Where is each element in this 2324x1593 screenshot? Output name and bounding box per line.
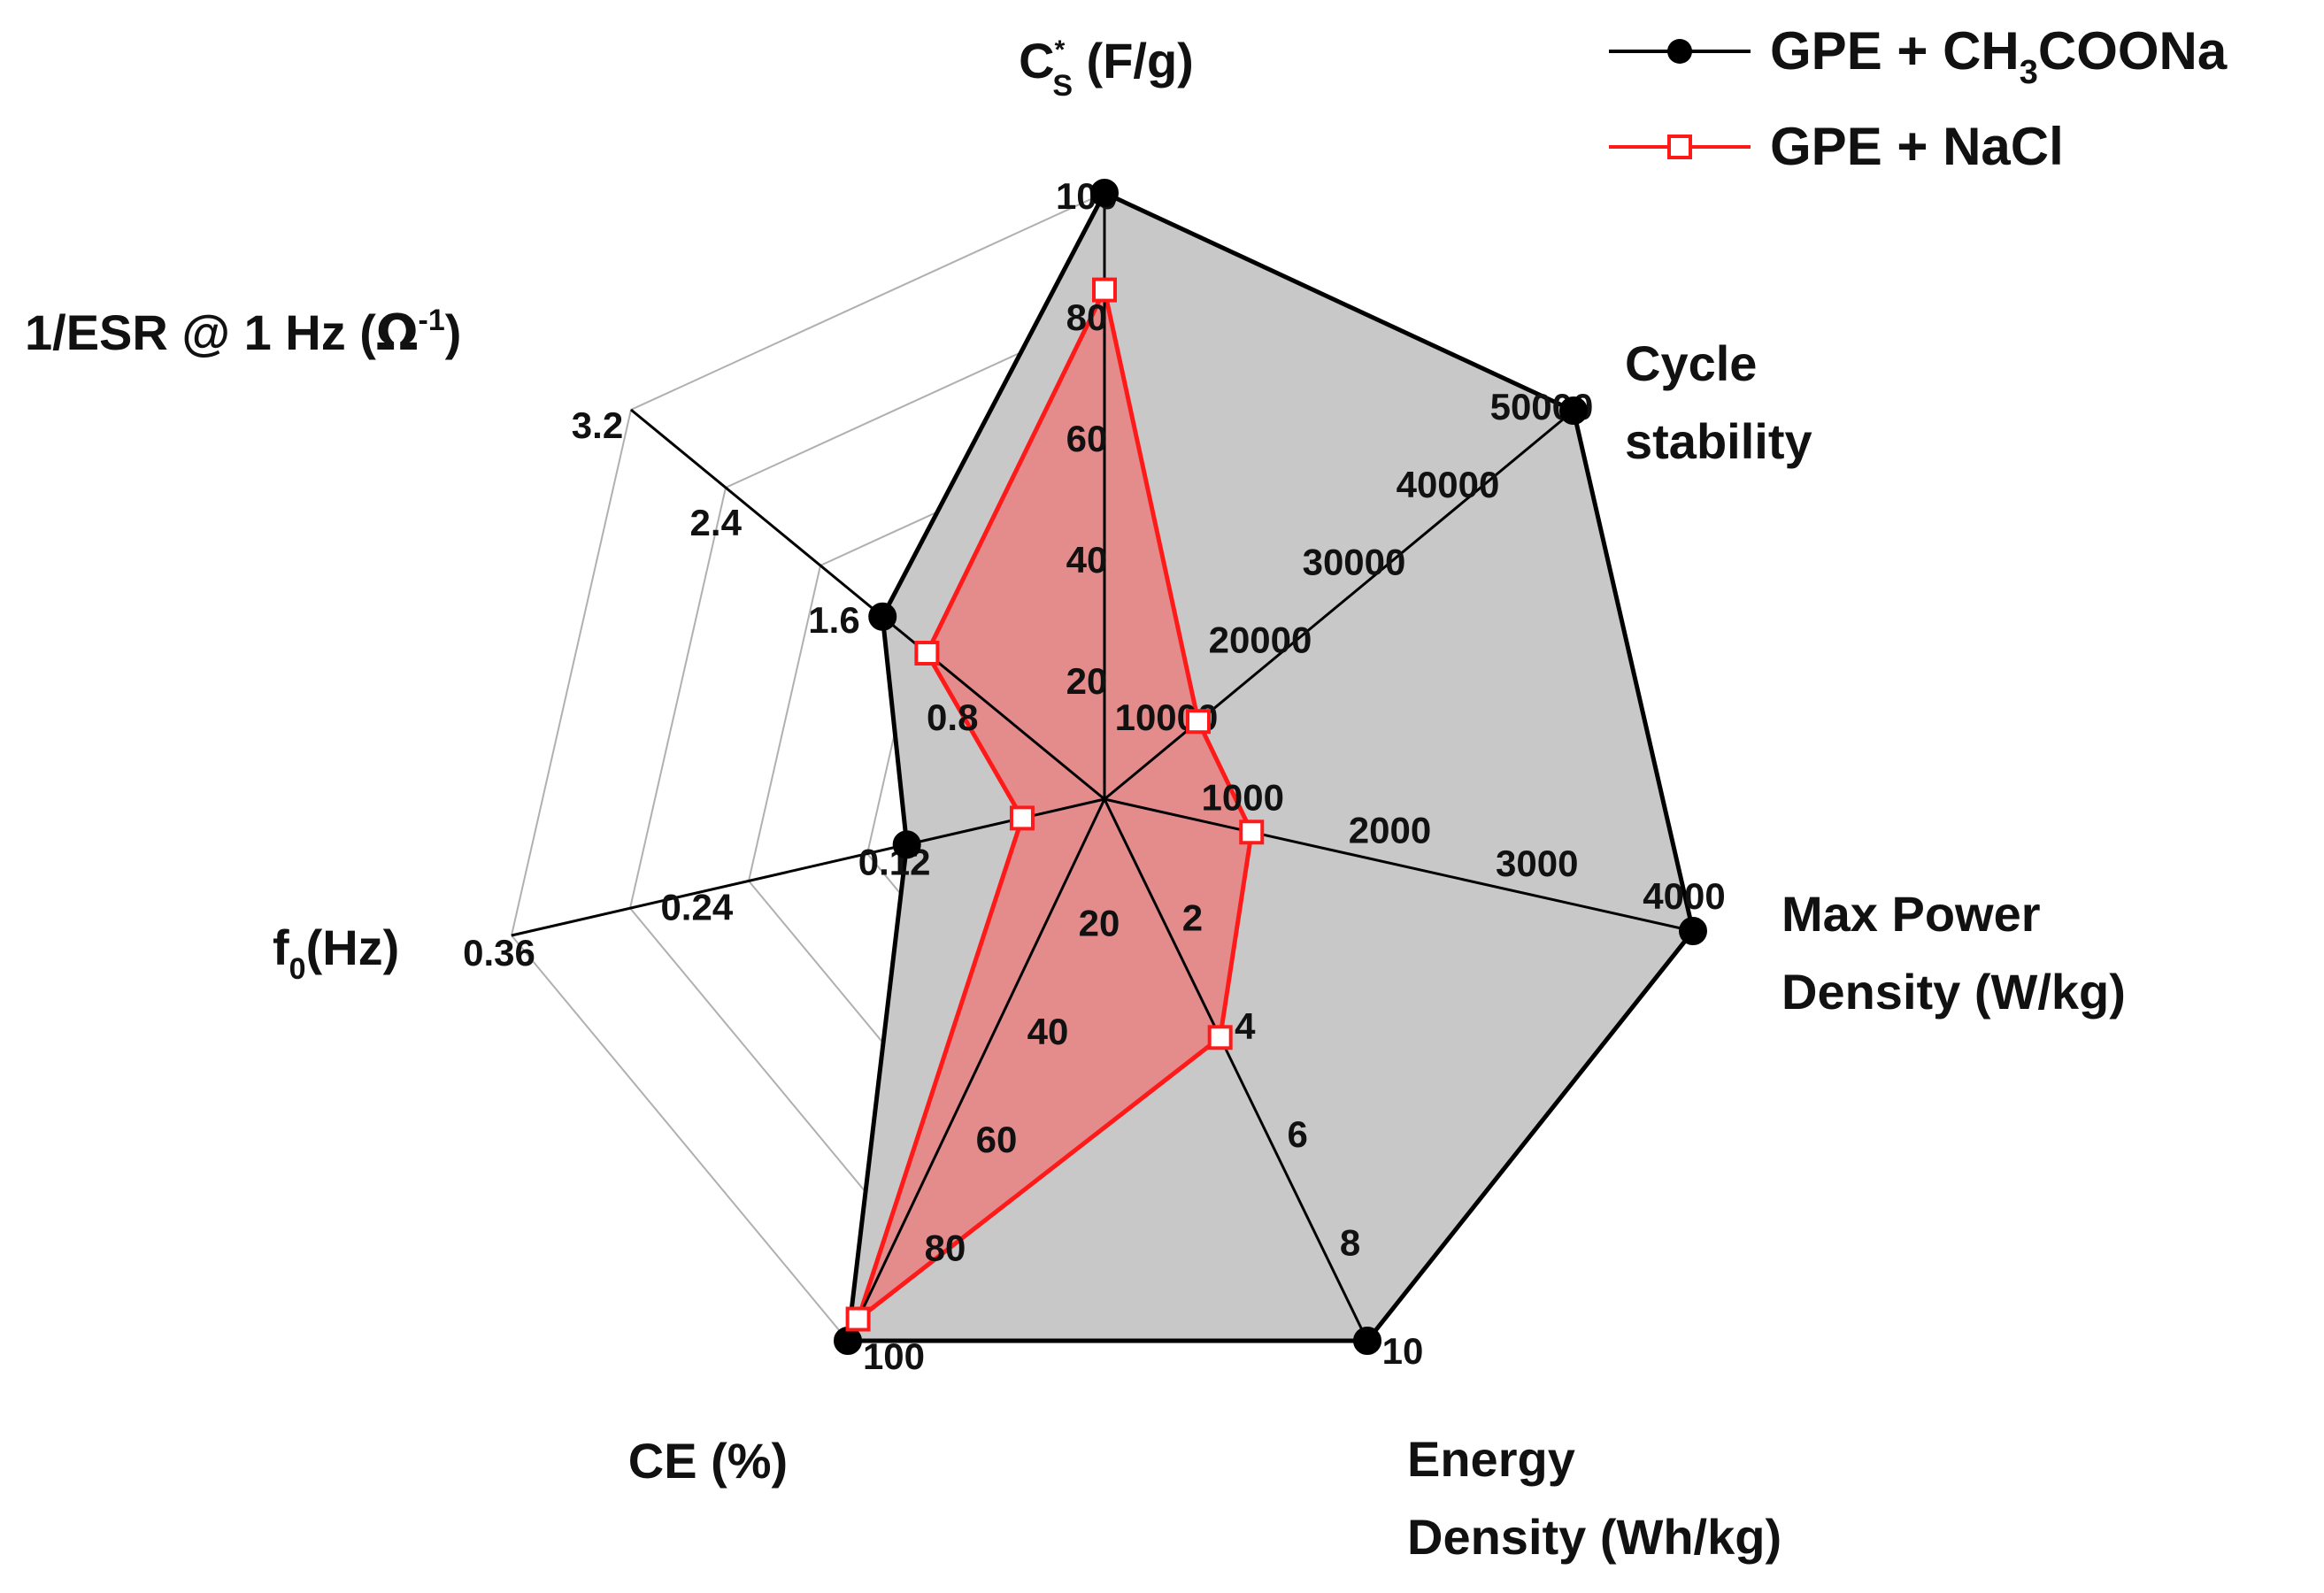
data-point-s2-cycle	[1186, 709, 1211, 735]
legend-label-1: GPE + CH3COONa	[1770, 21, 2228, 91]
legend-item-2: GPE + NaCl	[1609, 117, 2064, 176]
legend-label-2: GPE + NaCl	[1770, 117, 2064, 176]
axis-title-energy-line2: Density (Wh/kg)	[1407, 1509, 1781, 1565]
tick-label-power: 3000	[1496, 843, 1578, 884]
tick-label-cycle: 20000	[1209, 619, 1312, 660]
data-point-s1-cycle	[1559, 396, 1588, 425]
tick-label-power: 2000	[1349, 810, 1431, 851]
tick-label-ce: 20	[1079, 902, 1120, 943]
legend-marker-circle	[1667, 39, 1692, 64]
tick-label-cs: 60	[1066, 418, 1108, 459]
marker-layer	[834, 179, 1707, 1355]
series-layer	[845, 190, 1696, 1343]
tick-label-cycle: 40000	[1397, 464, 1500, 505]
tick-label-esr: 1.6	[808, 599, 859, 641]
tick-label-energy: 8	[1340, 1222, 1360, 1264]
tick-label-ce: 100	[863, 1335, 925, 1377]
tick-label-power: 4000	[1643, 875, 1725, 917]
tick-label-power: 1000	[1202, 776, 1284, 818]
data-point-s1-esr	[868, 602, 897, 631]
axis-spoke-esr	[630, 408, 1105, 801]
tick-label-f0: 0.36	[463, 932, 535, 974]
axis-layer	[511, 193, 1694, 1342]
tick-label-f0: 0.24	[660, 887, 733, 928]
tick-label-cs: 20	[1066, 660, 1108, 702]
axis-spoke-energy	[1103, 798, 1369, 1342]
axis-title-cs: C* S (F/g)	[1019, 33, 1194, 103]
legend-item-1: GPE + CH3COONa	[1609, 21, 2228, 91]
legend-marker-square	[1667, 135, 1692, 159]
tick-label-energy: 6	[1288, 1113, 1308, 1155]
tick-label-cs: 40	[1066, 539, 1108, 581]
axis-title-esr: 1/ESR @ 1 Hz (Ω-1)	[25, 304, 461, 362]
axis-title-power-line1: Max Power	[1781, 886, 2041, 942]
series-area-2	[856, 288, 1254, 1322]
axis-title-f0: f0(Hz)	[273, 920, 399, 986]
legend: GPE + CH3COONa GPE + NaCl	[1609, 21, 2228, 176]
tick-label-ce: 80	[925, 1227, 966, 1269]
axis-title-power-line2: Density (W/kg)	[1781, 964, 2126, 1020]
axis-title-cycle-line2: stability	[1625, 413, 1812, 469]
tick-label-cs: 80	[1066, 296, 1108, 338]
tick-label-esr: 2.4	[690, 502, 743, 543]
data-point-s2-power	[1239, 820, 1265, 845]
tick-label-esr: 3.2	[572, 404, 623, 446]
tick-label-esr: 0.8	[927, 696, 978, 738]
tick-label-cycle: 30000	[1303, 542, 1406, 583]
data-point-s2-ce	[845, 1306, 871, 1332]
axis-spoke-cycle	[1104, 409, 1574, 801]
axis-title-ce: CE (%)	[628, 1433, 788, 1489]
axis-title-cycle-line1: Cycle	[1625, 335, 1757, 391]
data-point-s1-f0	[892, 830, 921, 859]
tick-label-ce: 60	[976, 1119, 1018, 1160]
data-point-s1-cs	[1090, 179, 1119, 207]
data-point-s2-cs	[1092, 277, 1117, 303]
axis-titles: C* S (F/g) Cycle stability Max Power Density …	[25, 33, 2126, 1565]
tick-label-ce: 40	[1027, 1011, 1069, 1052]
tick-label-energy: 4	[1235, 1005, 1256, 1047]
tick-label-energy: 2	[1182, 897, 1203, 938]
data-point-s2-esr	[914, 641, 940, 666]
data-point-s1-power	[1679, 917, 1707, 945]
data-point-s2-f0	[1009, 805, 1035, 831]
tick-label-energy: 10	[1382, 1330, 1424, 1372]
axis-spoke-f0	[511, 797, 1105, 937]
data-point-s2-energy	[1207, 1025, 1233, 1050]
axis-spoke-ce	[846, 798, 1106, 1342]
axis-spoke-power	[1104, 797, 1694, 933]
axis-title-energy-line1: Energy	[1407, 1431, 1575, 1487]
data-point-s1-energy	[1353, 1327, 1381, 1355]
